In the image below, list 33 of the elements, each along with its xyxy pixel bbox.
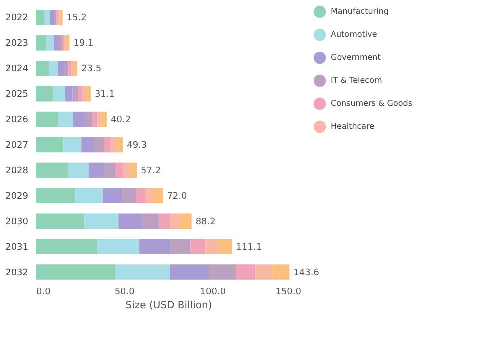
- legend-label: Automotive: [331, 30, 378, 39]
- total-label: 72.0: [167, 192, 188, 202]
- x-tick-label: 100.0: [200, 288, 226, 298]
- x-axis-title: Size (USD Billion): [126, 300, 212, 312]
- x-tick-label: 150.0: [276, 288, 302, 298]
- total-label: 49.3: [127, 141, 148, 151]
- legend-label: Healthcare: [331, 122, 375, 131]
- y-tick-label: 2029: [6, 192, 29, 202]
- total-label: 88.2: [196, 217, 216, 228]
- total-label: 143.6: [294, 268, 320, 278]
- y-tick-label: 2032: [6, 268, 28, 278]
- y-tick-label: 2025: [6, 90, 28, 100]
- legend-label: IT & Telecom: [331, 76, 382, 85]
- y-tick-label: 2030: [6, 217, 29, 228]
- total-label: 23.5: [82, 64, 102, 75]
- total-label: 111.1: [236, 242, 262, 253]
- y-tick-label: 2024: [6, 64, 29, 75]
- total-label: 57.2: [141, 166, 162, 176]
- legend-label: Consumers & Goods: [331, 99, 413, 108]
- x-tick-label: 50.0: [114, 288, 136, 298]
- total-label: 31.1: [94, 90, 115, 100]
- y-tick-label: 2023: [6, 39, 28, 50]
- legend-label: Manufacturing: [331, 7, 389, 16]
- y-tick-label: 2031: [6, 242, 28, 253]
- total-label: 15.2: [66, 14, 87, 24]
- y-tick-label: 2028: [6, 166, 29, 176]
- y-tick-label: 2027: [6, 141, 28, 151]
- total-label: 40.2: [111, 116, 132, 126]
- y-tick-label: 2022: [6, 14, 28, 24]
- total-label: 19.1: [74, 39, 94, 50]
- x-tick-label: 0.0: [36, 288, 52, 298]
- legend-label: Government: [331, 53, 381, 62]
- y-tick-label: 2026: [6, 116, 29, 126]
